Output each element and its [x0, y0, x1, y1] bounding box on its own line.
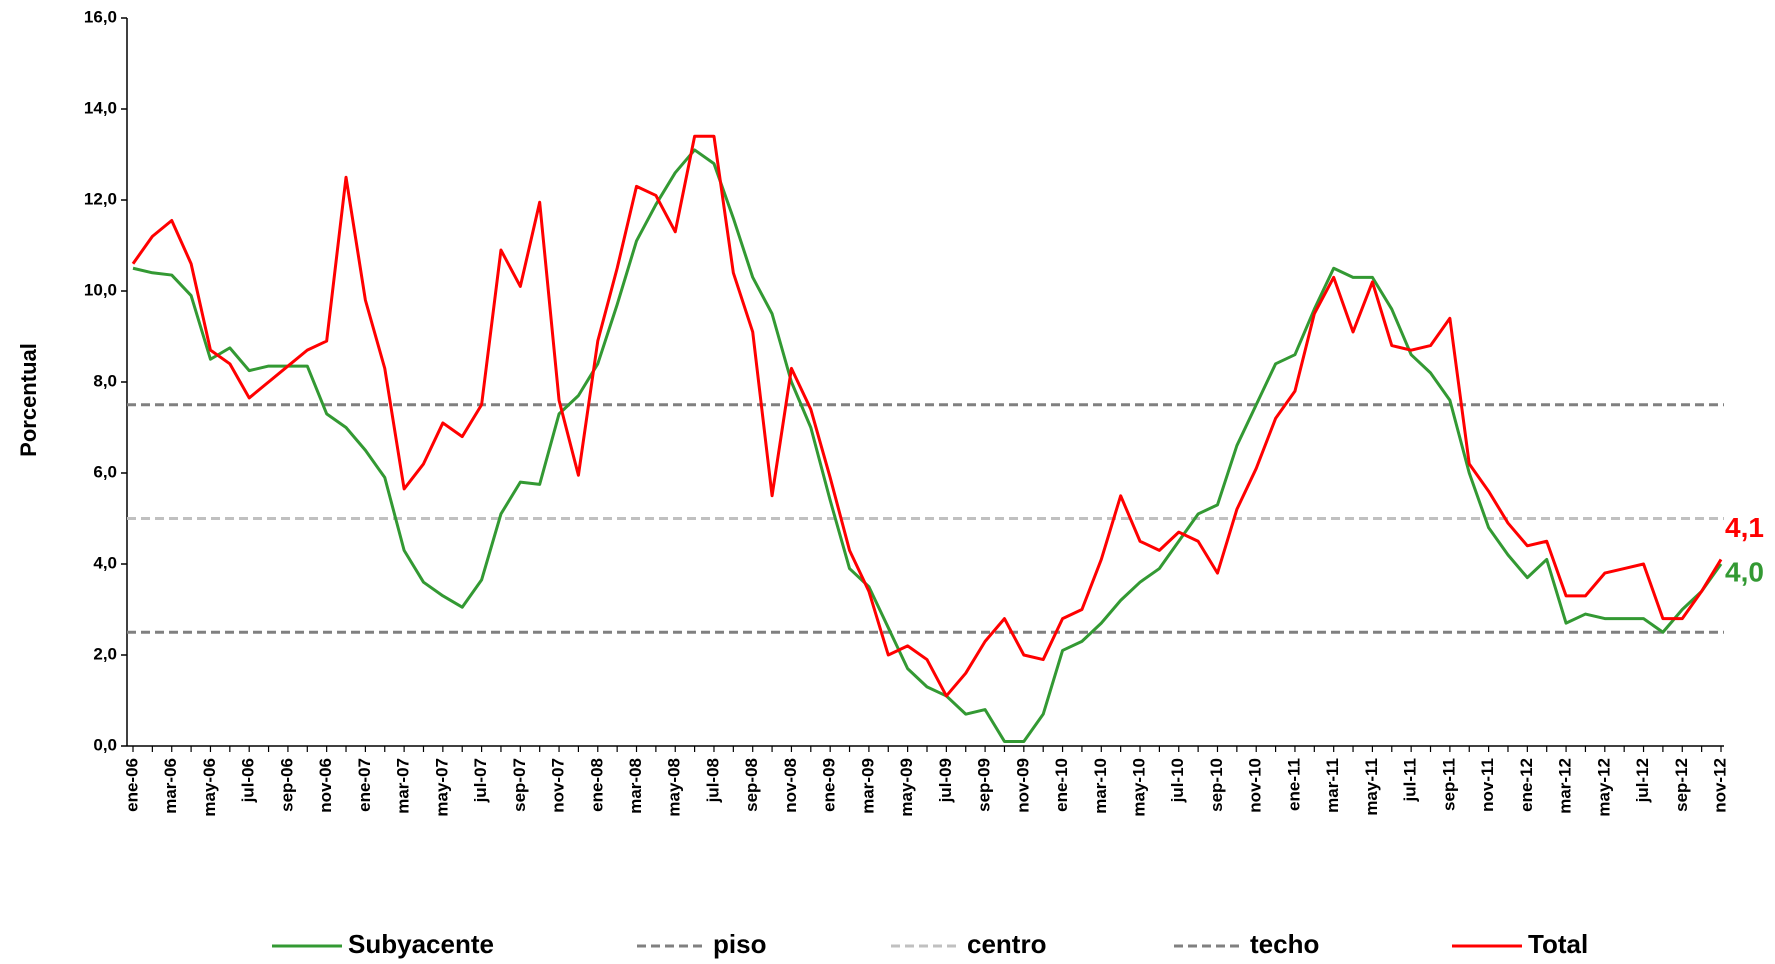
x-tick-label: sep-10	[1207, 758, 1226, 812]
x-tick-label: ene-09	[820, 758, 839, 812]
x-tick-label: jul-09	[936, 758, 955, 803]
x-tick-label: sep-12	[1672, 758, 1691, 812]
x-tick-label: ene-07	[355, 758, 374, 812]
y-tick-label: 12,0	[84, 189, 117, 208]
y-tick-label: 16,0	[84, 7, 117, 26]
y-tick-label: 4,0	[93, 553, 117, 572]
x-tick-label: may-06	[200, 758, 219, 817]
x-tick-label: nov-07	[549, 758, 568, 813]
x-tick-label: nov-12	[1710, 758, 1729, 813]
x-tick-label: nov-08	[781, 758, 800, 813]
x-tick-label: mar-12	[1556, 758, 1575, 814]
y-tick-label: 8,0	[93, 371, 117, 390]
y-tick-label: 0,0	[93, 735, 117, 754]
x-tick-label: may-09	[897, 758, 916, 817]
y-axis-label: Porcentual	[16, 343, 41, 457]
x-tick-label: may-07	[432, 758, 451, 817]
y-tick-label: 10,0	[84, 280, 117, 299]
legend-label: Total	[1528, 929, 1588, 959]
x-tick-label: nov-10	[1246, 758, 1265, 813]
x-tick-label: sep-07	[510, 758, 529, 812]
x-tick-label: nov-06	[316, 758, 335, 813]
x-tick-label: jul-06	[239, 758, 258, 803]
series-line	[132, 148, 1723, 743]
x-tick-label: ene-11	[1284, 758, 1303, 811]
end-label: 4,1	[1725, 512, 1764, 543]
x-tick-label: mar-11	[1323, 758, 1342, 813]
x-tick-label: sep-08	[742, 758, 761, 812]
x-tick-label: mar-10	[1091, 758, 1110, 814]
x-tick-label: may-08	[665, 758, 684, 817]
x-tick-label: sep-09	[975, 758, 994, 812]
x-tick-label: sep-06	[277, 758, 296, 812]
x-tick-label: may-11	[1362, 758, 1381, 816]
x-tick-label: jul-11	[1401, 758, 1420, 802]
x-tick-label: ene-12	[1517, 758, 1536, 812]
end-label: 4,0	[1725, 556, 1764, 587]
x-tick-label: ene-06	[122, 758, 141, 812]
x-tick-label: ene-08	[587, 758, 606, 812]
x-tick-label: nov-11	[1478, 758, 1497, 812]
x-tick-label: mar-07	[394, 758, 413, 814]
x-tick-label: mar-06	[161, 758, 180, 814]
x-tick-label: jul-12	[1633, 758, 1652, 803]
x-tick-label: jul-07	[471, 758, 490, 803]
legend-label: Subyacente	[348, 929, 494, 959]
x-tick-label: may-12	[1594, 758, 1613, 817]
legend-label: piso	[713, 929, 766, 959]
legend-label: techo	[1250, 929, 1319, 959]
x-tick-label: jul-08	[703, 758, 722, 803]
x-tick-label: sep-11	[1439, 758, 1458, 811]
x-tick-label: ene-10	[1052, 758, 1071, 812]
series-line	[131, 134, 1723, 698]
x-tick-label: nov-09	[1013, 758, 1032, 813]
y-tick-label: 2,0	[93, 644, 117, 663]
x-tick-label: jul-10	[1168, 758, 1187, 803]
x-tick-label: mar-08	[626, 758, 645, 814]
x-tick-label: may-10	[1130, 758, 1149, 817]
x-tick-label: mar-09	[858, 758, 877, 814]
y-tick-label: 14,0	[84, 98, 117, 117]
legend-label: centro	[967, 929, 1046, 959]
y-tick-label: 6,0	[93, 462, 117, 481]
